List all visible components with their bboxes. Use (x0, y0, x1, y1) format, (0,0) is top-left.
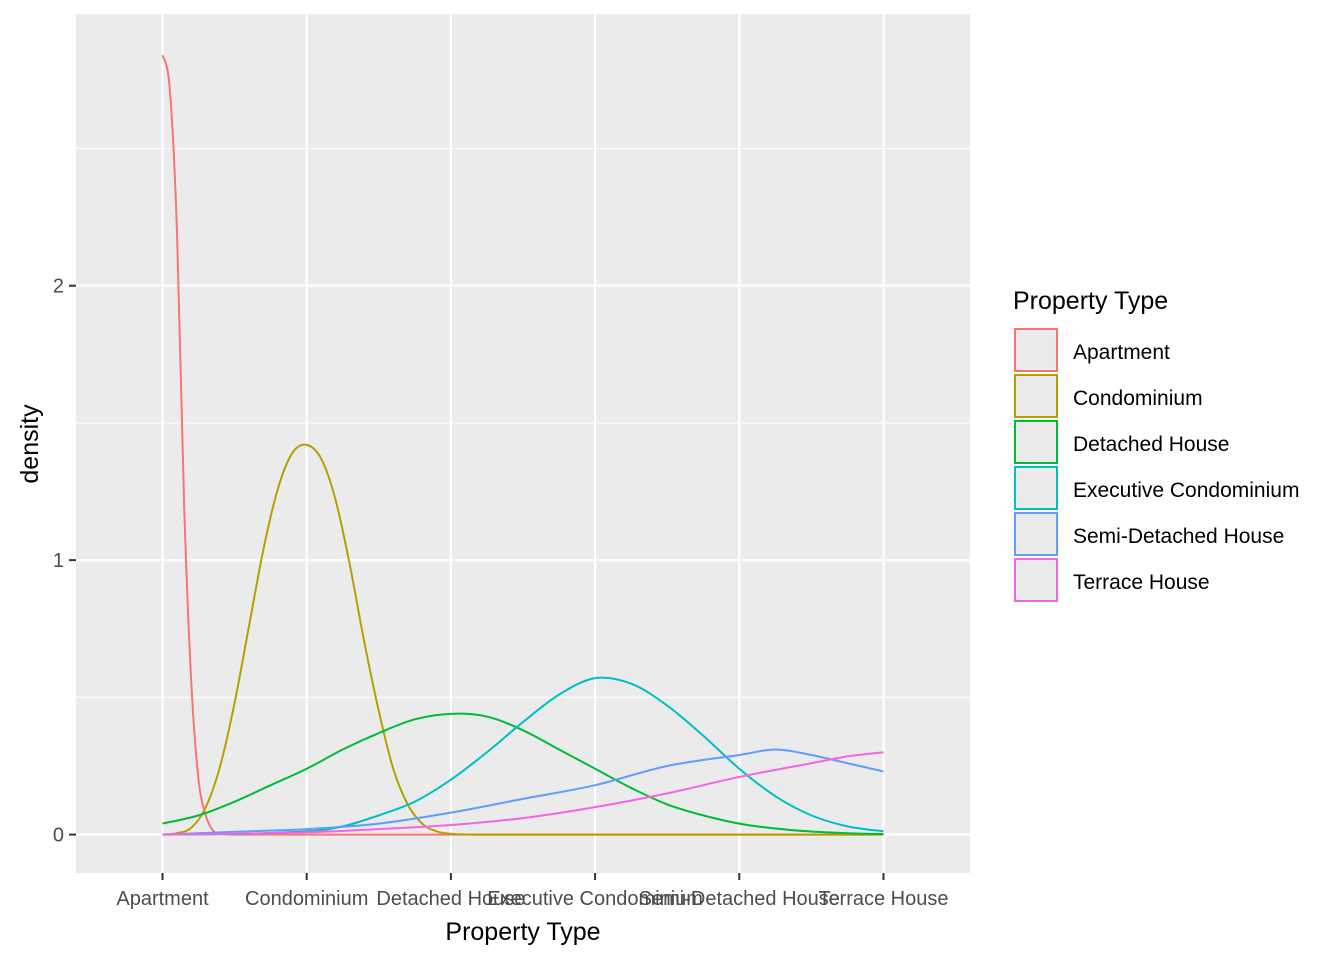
y-axis-title: density (16, 404, 44, 484)
y-tick-label: 1 (53, 550, 64, 572)
minor-gridlines (76, 147, 970, 698)
density-line-terrace-house (162, 751, 884, 836)
legend-label-condominium: Condominium (1073, 387, 1203, 410)
x-tick-label: Terrace House (818, 888, 948, 910)
legend-key-executive-condominium (1014, 466, 1058, 510)
legend-title: Property Type (1013, 287, 1168, 315)
x-axis: Apartment Condominium Detached HouseExecut… (116, 873, 949, 910)
legend-label-semi-detached-house: Semi-Detached House (1073, 525, 1284, 548)
legend-key-terrace-house (1014, 558, 1058, 602)
x-tick-label: Apartment (116, 888, 209, 910)
y-tick-label: 2 (53, 276, 64, 298)
legend-key-detached-house (1014, 420, 1058, 464)
density-line-detached-house (162, 712, 884, 836)
legend-label-apartment: Apartment (1073, 341, 1170, 364)
y-axis: 0 1 2 (53, 276, 76, 847)
y-tick-label: 0 (53, 825, 64, 847)
legend-label-terrace-house: Terrace House (1073, 571, 1210, 594)
legend-key-apartment (1014, 328, 1058, 372)
legend: Property Type Apartment Condominium Detach… (1013, 287, 1299, 602)
legend-key-condominium (1014, 374, 1058, 418)
x-tick-label: Condominium (245, 888, 368, 910)
x-tick-label: Semi-Detached House (639, 888, 840, 910)
legend-label-executive-condominium: Executive Condominium (1073, 479, 1299, 502)
density-line-semi-detached-house (162, 748, 884, 836)
legend-key-semi-detached-house (1014, 512, 1058, 556)
legend-label-detached-house: Detached House (1073, 433, 1229, 456)
x-tick-label: Detached House (376, 888, 525, 910)
density-lines (161, 54, 884, 836)
panel-background (76, 14, 970, 873)
x-axis-title: Property Type (445, 918, 600, 946)
density-line-condominium (162, 443, 884, 836)
x-tick-label: Executive Condominium (487, 888, 703, 910)
